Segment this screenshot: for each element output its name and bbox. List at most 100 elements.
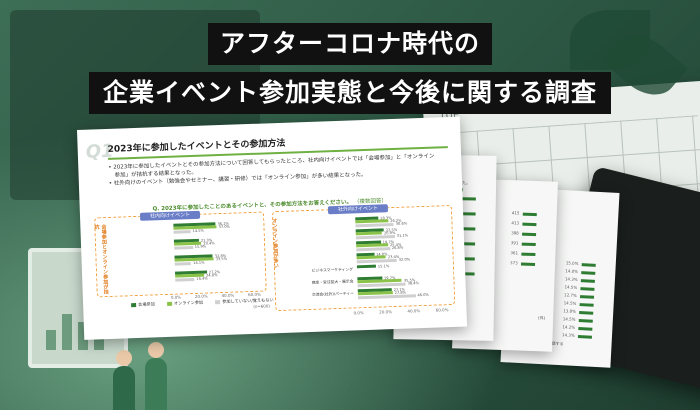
card-bar	[461, 196, 476, 201]
card-value: 13.8%	[563, 308, 593, 315]
bar	[174, 261, 192, 266]
bar-value: 38.4%	[407, 281, 420, 286]
legend-label: オンライン参加	[173, 299, 204, 306]
bar-value: 30.6%	[395, 221, 408, 227]
card-value: 14.2%	[562, 324, 593, 331]
bar	[173, 229, 191, 234]
bar	[174, 245, 193, 250]
row-label	[111, 258, 171, 260]
card-bar	[578, 318, 593, 323]
panel-callout: オンライン参加が多い	[271, 218, 279, 269]
row-label	[111, 274, 171, 276]
monitor-bar	[78, 322, 88, 350]
card-value: 361	[510, 250, 536, 256]
person-head	[116, 350, 132, 366]
card-value: 14.5%	[563, 316, 593, 323]
bar-value: 37.0%	[218, 224, 231, 230]
legend-item: オンライン参加	[166, 299, 204, 307]
right-axis: 0.0% 20.0% 40.0% 60.0%	[353, 307, 448, 315]
row-label	[109, 226, 169, 228]
row-label	[287, 219, 351, 221]
card-value: 415	[512, 210, 537, 216]
bar-value: 46.0%	[417, 293, 429, 298]
card-value: 413	[511, 220, 537, 226]
banner-title-line-1: アフターコロナ時代の	[207, 23, 493, 65]
card-bar	[578, 310, 593, 315]
bar-value: 31.1%	[396, 233, 409, 239]
bar-value: 33.5%	[215, 256, 228, 262]
bar-value: 26.8%	[391, 245, 404, 251]
row-label	[110, 242, 170, 244]
bar-value: 14.1%	[193, 260, 205, 266]
card-value: 14.3%	[562, 332, 592, 339]
card-bar	[522, 212, 537, 216]
bar	[356, 246, 390, 252]
card-bar	[521, 242, 536, 246]
card3-values: 415 413 388 391 361 373	[508, 210, 545, 331]
chart-row: 27.2% 24.8% 16.4%	[111, 269, 261, 288]
card-value: 391	[511, 240, 536, 246]
card-bar	[579, 294, 594, 299]
row-label: 商談・受注拡大・展示会	[311, 278, 354, 285]
card-value: 14.3%	[565, 276, 595, 283]
card-bar	[520, 262, 535, 266]
legend-label: 会場参加	[138, 301, 155, 307]
legend-swatch	[215, 300, 221, 305]
monitor-bar	[46, 330, 56, 350]
row-label: 交流会(社外)/パーティー	[311, 290, 354, 297]
monitor-bar	[62, 314, 72, 350]
card-value: 14.0%	[565, 268, 596, 275]
card-value: 14.5%	[564, 284, 595, 291]
panel-callout: 会場参加とオンライン参加が拮抗	[93, 224, 109, 295]
bar	[355, 234, 395, 240]
row-label	[288, 243, 352, 245]
axis-tick: 0.0%	[353, 310, 364, 316]
card-bar	[581, 262, 596, 267]
card-bar	[579, 302, 594, 307]
banner-title-line-2: 企業イベント参加実態と今後に関する調査	[88, 72, 612, 114]
card-bar	[521, 232, 536, 236]
external-events-panel: 社外向けイベント オンライン参加が多い 18.3% 26.2% 30.6% 22.5%…	[271, 204, 456, 312]
person-figure	[113, 350, 135, 410]
row-label	[289, 255, 353, 257]
internal-events-panel: 社内向けイベント 会場参加とオンライン参加が拮抗 36.2% 37.0% 14.5%…	[93, 210, 267, 298]
card-bar	[520, 252, 536, 256]
axis-tick: 0.0%	[170, 294, 182, 300]
person-figure	[145, 342, 167, 410]
bar-value: 15.9%	[194, 244, 207, 250]
bar	[175, 277, 195, 282]
main-slide: Q1 2023年に参加したイベントとその参加方法 • 2023年に参加したイベン…	[77, 116, 468, 340]
card-bar	[578, 326, 593, 331]
panel-title: 社外向けイベント	[327, 204, 389, 215]
axis-tick: 40.0%	[221, 292, 235, 299]
card4-values: 15.0% 14.0% 14.3% 14.5% 12.7% 14.5% 13.8% 14.5%…	[561, 260, 607, 347]
bar-value: 15.1%	[377, 263, 390, 269]
panel-title: 社内向けイベント	[139, 210, 201, 221]
people-illustration	[105, 318, 205, 410]
row-label	[288, 231, 352, 233]
bar-value: 16.4%	[196, 276, 208, 282]
legend-swatch	[131, 303, 137, 308]
external-events-chart: 18.3% 26.2% 30.6% 22.5% 20.9% 31.1% 19.7% 25.4%…	[287, 214, 450, 306]
bar-value: 32.0%	[398, 257, 411, 263]
card-value: 373	[510, 260, 535, 266]
legend-item: 会場参加	[131, 301, 155, 308]
card-bar	[580, 286, 595, 291]
card-bar	[580, 270, 596, 275]
bar	[357, 294, 416, 300]
card-bar	[461, 211, 476, 216]
sample-size: (n=600)	[253, 303, 270, 309]
card-value: 14.5%	[564, 300, 594, 307]
card-value: 388	[511, 230, 536, 236]
bar	[356, 258, 397, 264]
axis-tick: 40.0%	[407, 308, 421, 314]
person-head	[148, 342, 164, 358]
internal-events-chart: 36.2% 37.0% 14.5% 21.3% 23.4% 15.9% 32.8% 33.5%…	[109, 221, 261, 292]
axis-tick: 60.0%	[248, 291, 261, 298]
bar	[356, 264, 376, 269]
card-bar	[577, 334, 592, 339]
bar	[355, 222, 394, 228]
row-label: ビジネスマーケティング	[311, 266, 354, 273]
axis-tick: 20.0%	[379, 309, 393, 315]
